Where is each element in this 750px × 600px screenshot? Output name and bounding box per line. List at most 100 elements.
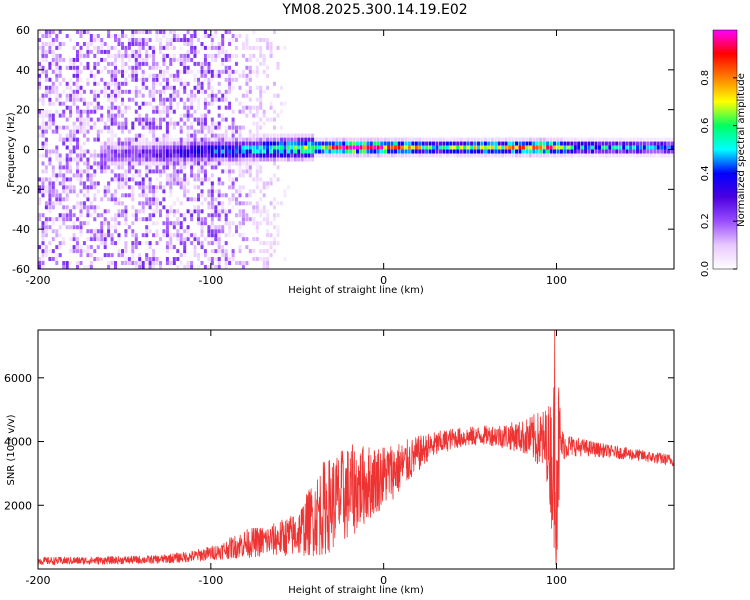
spectrogram-cell <box>65 157 69 162</box>
spectrogram-cell <box>210 185 214 190</box>
spectrogram-cell <box>162 34 166 38</box>
spectrogram-cell <box>183 81 187 86</box>
spectrogram-cell <box>38 133 41 138</box>
spectrogram-cell <box>203 265 207 269</box>
spectrogram-cell <box>366 141 370 146</box>
spectrogram-cell <box>127 53 131 58</box>
spectrogram-cell <box>224 77 228 82</box>
spectrogram-cell <box>200 245 204 250</box>
spectrogram-cell <box>48 181 52 186</box>
spectrogram-cell <box>79 34 83 38</box>
spectrogram-cell <box>141 177 145 182</box>
spectrogram-cell <box>197 77 200 82</box>
spectrogram-cell <box>390 137 394 142</box>
spectrogram-cell <box>228 65 232 70</box>
spectrogram-cell <box>241 261 245 265</box>
spectrogram-cell <box>114 85 117 90</box>
spectrogram-cell <box>55 157 59 162</box>
spectrogram-cell <box>556 149 560 154</box>
spectrogram-cell <box>48 197 52 202</box>
spectrogram-cell <box>44 89 48 94</box>
spectrogram-cell <box>273 133 276 138</box>
spectrogram-cell <box>141 57 145 62</box>
spectrogram-cell <box>159 65 162 70</box>
spectrogram-cell <box>210 237 214 242</box>
spectrogram-cell <box>169 121 173 126</box>
spectrogram-cell <box>598 145 601 150</box>
spectrogram-cell <box>269 101 273 106</box>
spectrogram-cell <box>148 121 152 126</box>
spectrogram-cell <box>169 38 173 42</box>
spectrogram-cell <box>93 169 97 174</box>
spectrogram-cell <box>252 249 256 254</box>
spectrogram-cell <box>65 93 69 98</box>
spectrogram-cell <box>162 133 166 138</box>
spectrogram-cell <box>324 149 328 154</box>
spectrogram-cell <box>255 157 259 162</box>
spectrogram-cell <box>159 201 162 206</box>
spectrogram-cell <box>452 149 456 154</box>
spectrogram-cell <box>262 69 266 74</box>
spectrogram-cell <box>110 161 114 166</box>
spectrogram-cell <box>110 113 114 118</box>
spectrogram-cell <box>131 77 135 82</box>
spectrogram-cell <box>442 141 446 146</box>
spectrogram-cell <box>629 145 633 150</box>
spectrogram-cell <box>331 149 335 154</box>
spectrogram-cell <box>114 34 117 38</box>
spectrogram-cell <box>76 245 79 250</box>
spectrogram-cell <box>176 221 180 226</box>
spectrogram-cell <box>58 81 62 86</box>
spectrogram-cell <box>235 141 238 146</box>
spectrogram-cell <box>55 145 59 150</box>
spectrogram-cell <box>262 257 266 261</box>
spectrogram-cell <box>186 149 190 154</box>
spectrogram-cell <box>456 149 460 154</box>
spectrogram-cell <box>245 57 249 62</box>
spectrogram-cell <box>193 153 197 158</box>
spectrogram-cell <box>504 137 508 142</box>
spectrogram-cell <box>76 109 79 114</box>
spectrogram-cell <box>238 161 242 166</box>
spectrogram-cell <box>155 105 159 110</box>
spectrogram-cell <box>625 145 629 150</box>
spectrogram-cell <box>127 225 131 230</box>
spectrogram-cell <box>107 109 111 114</box>
spectrogram-cell <box>69 89 73 94</box>
spectrogram-cell <box>165 105 169 110</box>
spectrogram-cell <box>89 245 93 250</box>
spectrogram-cell <box>238 189 242 194</box>
spectrogram-cell <box>193 129 197 134</box>
spectrogram-cell <box>632 145 636 150</box>
spectrogram-cell <box>117 185 121 190</box>
spectrogram-cell <box>197 105 200 110</box>
spectrogram-cell <box>76 141 79 146</box>
spectrogram-cell <box>186 57 190 62</box>
spectrogram-cell <box>72 221 76 226</box>
spectrogram-cell <box>266 185 270 190</box>
spectrogram-cell <box>245 34 249 38</box>
spectrogram-cell <box>152 81 156 86</box>
spectrogram-cell <box>359 141 363 146</box>
spectrogram-cell <box>200 177 204 182</box>
spectrogram-cell <box>404 145 408 150</box>
spectrogram-cell <box>58 193 62 198</box>
spectrogram-cell <box>259 145 263 150</box>
spectrogram-cell <box>134 65 138 70</box>
spectrogram-cell <box>221 193 225 198</box>
spectrogram-cell <box>179 185 183 190</box>
spectrogram-cell <box>121 61 124 66</box>
spectrogram-cell <box>172 30 176 34</box>
spectrogram-cell <box>103 57 107 62</box>
spectrogram-cell <box>131 157 135 162</box>
spectrogram-cell <box>210 197 214 202</box>
spectrogram-cell <box>183 34 187 38</box>
spectrogram-cell <box>238 221 242 226</box>
spectrogram-cell <box>86 165 90 170</box>
spectrogram-cell <box>300 141 304 146</box>
spectrogram-cell <box>172 34 176 38</box>
spectrogram-cell <box>369 149 373 154</box>
spectrogram-cell <box>141 209 145 214</box>
spectrogram-cell <box>79 205 83 210</box>
spectrogram-cell <box>155 169 159 174</box>
